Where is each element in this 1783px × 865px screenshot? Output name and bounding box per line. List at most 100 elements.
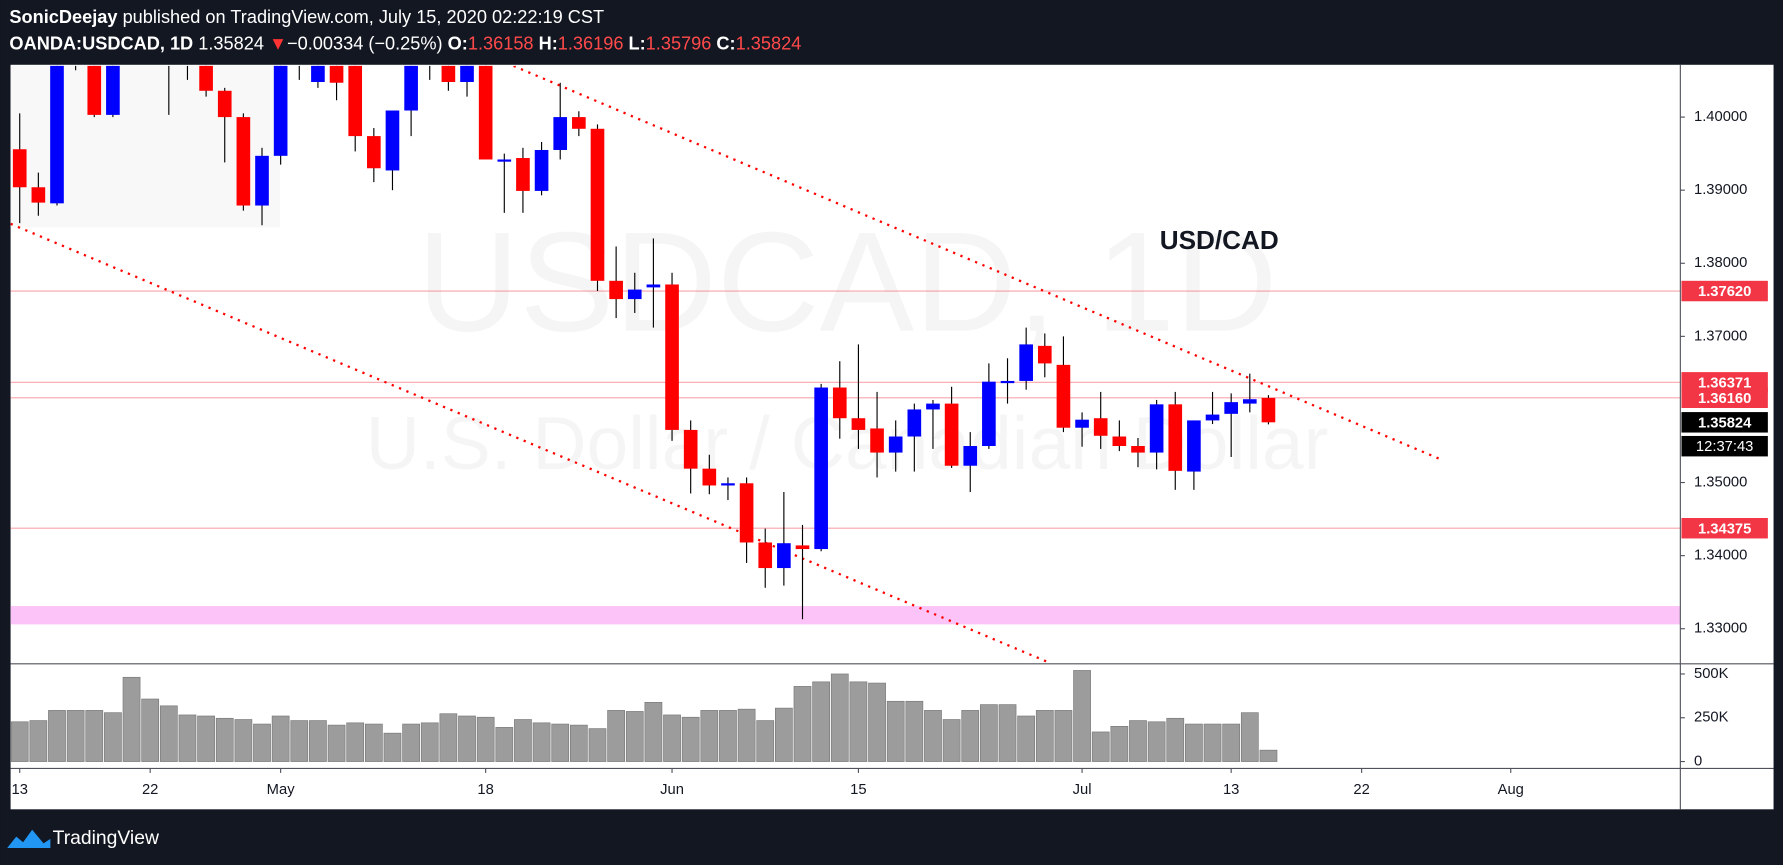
volume-bar [495, 727, 514, 762]
candle-body [367, 136, 381, 169]
candle-body [777, 543, 791, 569]
watermark-name: U.S. Dollar / Canadian Dollar [366, 401, 1329, 485]
trendline [10, 222, 1049, 664]
candle-body [50, 65, 64, 204]
change: −0.00334 (−0.25%) [287, 33, 443, 53]
volume-bar [309, 720, 327, 762]
header-line-1: SonicDeejay published on TradingView.com… [9, 7, 604, 27]
volume-bar [48, 710, 66, 762]
volume-bar [85, 710, 104, 762]
volume-bar [178, 714, 197, 762]
volume-bar [961, 710, 980, 762]
countdown-box [1681, 435, 1768, 457]
candle-body [572, 117, 586, 129]
candle-body [273, 65, 288, 156]
candle-body [31, 187, 46, 203]
volume-tick-label: 500K [1694, 666, 1729, 682]
candle-body [758, 542, 773, 569]
x-tick-label: 13 [1223, 782, 1239, 798]
candle-body [702, 468, 717, 486]
o-label: O: [448, 33, 468, 53]
volume-bar [588, 728, 607, 762]
volume-bar [756, 720, 775, 762]
y-tick-label: 1.37000 [1694, 328, 1747, 344]
brand: TradingView [53, 828, 159, 849]
watermark-symbol: USDCAD, 1D [417, 203, 1278, 362]
y-tick-label: 1.33000 [1694, 621, 1747, 637]
candle-body [516, 158, 530, 191]
candle-body [329, 65, 344, 83]
volume-bar [980, 704, 998, 762]
volume-bar [700, 710, 719, 762]
c-label: C: [716, 33, 735, 53]
price-pane [10, 65, 1681, 664]
candle-body [888, 436, 903, 453]
volume-bar [346, 722, 365, 762]
volume-bar [122, 676, 141, 762]
h-label: H: [539, 33, 558, 53]
candle-body [348, 65, 363, 137]
x-tick-label: 13 [12, 782, 28, 798]
candle-body [739, 483, 754, 543]
candle-body [1037, 345, 1052, 364]
volume-bar [104, 712, 122, 762]
volume-bar [793, 686, 812, 762]
candle-body [1075, 419, 1089, 428]
volume-bar [1240, 712, 1259, 762]
volume-bar [383, 732, 402, 762]
candle-body [795, 545, 810, 550]
candle-body [926, 403, 940, 410]
candle-body [534, 149, 549, 191]
volume-bar [737, 708, 756, 762]
publisher: SonicDeejay [9, 7, 118, 27]
logo: TradingView [7, 828, 159, 849]
candle-body [236, 117, 251, 206]
candle-body [963, 445, 978, 466]
volume-bar [607, 710, 625, 762]
volume-bar [458, 715, 476, 762]
candle-body [1205, 414, 1220, 421]
l-label: L: [629, 33, 646, 53]
candle-body [646, 284, 661, 288]
volume-bar [625, 711, 644, 762]
candle-body [1168, 404, 1183, 471]
volume-bar [905, 700, 924, 762]
level-label: 1.34375 [1698, 521, 1751, 537]
volume-bar [1185, 723, 1203, 762]
volume-bar [364, 723, 383, 762]
last-price-label: 1.35824 [1698, 415, 1752, 431]
y-tick-label: 1.39000 [1694, 182, 1747, 198]
volume-bar [1147, 721, 1166, 762]
countdown: 12:37:43 [1696, 439, 1753, 455]
candle-body [311, 65, 325, 83]
volume-bar [29, 720, 48, 762]
x-tick-label: Aug [1498, 782, 1524, 798]
candle-body [478, 65, 493, 160]
level-label: 1.37620 [1698, 284, 1751, 300]
volume-bar [681, 716, 700, 762]
volume-bar [663, 714, 681, 762]
x-tick-label: 18 [477, 782, 493, 798]
volume-bar [66, 710, 85, 762]
volume-bar [849, 681, 868, 762]
volume-bar [998, 704, 1017, 762]
candle-body [404, 65, 418, 111]
volume-bar [290, 720, 309, 762]
volume-bar [532, 722, 551, 762]
y-tick-label: 1.35000 [1694, 474, 1747, 490]
volume-bar [159, 705, 178, 762]
volume-bar [886, 700, 905, 762]
volume-bar [812, 681, 831, 762]
x-tick-label: May [267, 782, 296, 798]
x-tick-label: 22 [1353, 782, 1369, 798]
candle-body [1187, 420, 1201, 472]
volume-bar [551, 723, 570, 762]
volume-bar [1222, 723, 1241, 762]
level-label-box [1681, 517, 1768, 539]
candle-body [814, 387, 828, 550]
volume-bar [514, 719, 532, 762]
level-label-box [1681, 372, 1768, 393]
